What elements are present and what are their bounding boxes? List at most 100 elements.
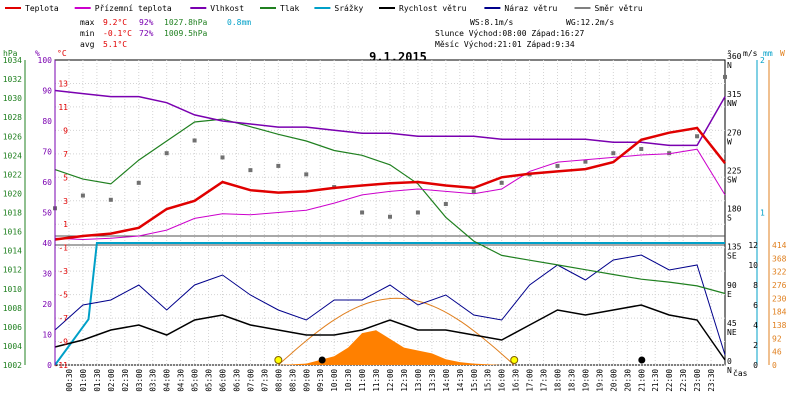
pct-tick-label: 90 [42, 87, 52, 96]
temp-tick-label: 7 [63, 150, 68, 159]
solar-tick-label: 92 [772, 334, 782, 343]
temp-tick-label: -5 [58, 291, 68, 300]
wind-direction-point [164, 151, 169, 156]
pct-tick-label: 70 [42, 148, 52, 157]
legend-label: Přízemní teplota [95, 4, 172, 13]
wind-direction-point [499, 180, 504, 185]
dir-tick-label: 45 [727, 319, 737, 328]
wind-direction-point [248, 168, 253, 173]
wind-direction-point [304, 172, 309, 177]
moonrise-marker [638, 356, 646, 364]
info-wg: WG:12.2m/s [566, 18, 614, 27]
x-tick-label: 11:00 [358, 369, 367, 392]
legend-label: Tlak [280, 4, 299, 13]
solar-tick-label: 184 [772, 308, 787, 317]
series-gust [54, 254, 726, 356]
wind-tick-label: 4 [753, 321, 758, 330]
x-tick-label: 22:00 [665, 369, 674, 392]
info-moon: Měsíc Východ:21:01 Západ:9:34 [435, 40, 575, 49]
x-tick-label: 21:00 [637, 369, 646, 392]
legend-label: Směr větru [595, 4, 643, 13]
temp-tick-label: 5 [63, 173, 68, 182]
legend-label: Vlhkost [210, 4, 244, 13]
axis-title-degree: ° [727, 49, 732, 58]
axis-title-time: čas [733, 368, 748, 378]
wind-direction-point [220, 155, 225, 160]
solar-tick-label: 138 [772, 321, 787, 330]
x-tick-label: 10:30 [344, 369, 353, 392]
sunrise-marker [274, 356, 283, 364]
axis-title-pct: % [35, 49, 40, 58]
x-tick-label: 04:00 [163, 369, 172, 392]
x-tick-label: 03:00 [135, 369, 144, 392]
axis-title-celsius: °C [57, 49, 67, 58]
temp-tick-label: 3 [63, 197, 68, 206]
solar-tick-label: 368 [772, 254, 787, 263]
wind-tick-label: 2 [753, 341, 758, 350]
hpa-tick-label: 1028 [3, 113, 22, 122]
pct-tick-label: 60 [42, 178, 52, 187]
hpa-tick-label: 1030 [3, 94, 22, 103]
x-tick-label: 15:00 [470, 369, 479, 392]
legend-label: Rychlost větru [399, 4, 467, 13]
dir-compass-label: SE [727, 252, 737, 261]
hpa-tick-label: 1016 [3, 228, 22, 237]
stats-value: 9.2°C [103, 18, 127, 27]
ms-tick-label: 2 [760, 56, 765, 65]
dir-compass-label: E [727, 290, 732, 299]
pct-tick-label: 0 [47, 361, 52, 370]
x-tick-label: 19:30 [595, 369, 604, 392]
x-tick-label: 01:30 [93, 369, 102, 392]
x-tick-label: 02:30 [121, 369, 130, 392]
hpa-tick-label: 1022 [3, 170, 22, 179]
axes: hPa% °C ° m/s mm Wčas103410321030102810261024… [3, 49, 787, 392]
wind-direction-point [555, 163, 560, 168]
x-tick-label: 00:30 [65, 369, 74, 392]
wind-direction-point [276, 163, 281, 168]
dir-compass-label: N [727, 61, 732, 70]
series-ground-temp [54, 148, 726, 241]
info-ws: WS:8.1m/s [470, 18, 514, 27]
solar-area [278, 330, 502, 365]
dir-compass-label: N [727, 366, 732, 375]
stats-label: max [80, 18, 95, 27]
x-tick-label: 09:30 [316, 369, 325, 392]
stats-value: 0.8mm [227, 18, 251, 27]
x-tick-label: 02:00 [107, 369, 116, 392]
solar-tick-label: 0 [772, 361, 777, 370]
stats-value: 1009.5hPa [164, 29, 208, 38]
legend-label: Srážky [334, 4, 363, 13]
x-tick-label: 18:30 [567, 369, 576, 392]
stats-value: 1027.8hPa [164, 18, 208, 27]
x-tick-label: 06:00 [219, 369, 228, 392]
wind-direction-point [108, 197, 113, 202]
temp-tick-label: -1 [58, 244, 68, 253]
dir-tick-label: 270 [727, 128, 742, 137]
pct-tick-label: 20 [42, 300, 52, 309]
stats-value: -0.1°C [103, 29, 132, 38]
wind-tick-label: 6 [753, 301, 758, 310]
x-tick-label: 08:00 [274, 369, 283, 392]
x-tick-label: 14:00 [442, 369, 451, 392]
hpa-tick-label: 1004 [3, 342, 22, 351]
wind-direction-point [471, 189, 476, 194]
wind-tick-label: 12 [748, 241, 758, 250]
series-humidity [54, 89, 726, 147]
x-tick-label: 17:30 [540, 369, 549, 392]
x-tick-label: 20:30 [623, 369, 632, 392]
x-tick-label: 15:30 [484, 369, 493, 392]
dir-tick-label: 135 [727, 243, 742, 252]
x-tick-label: 11:30 [372, 369, 381, 392]
temp-tick-label: 11 [58, 103, 68, 112]
x-tick-label: 16:30 [512, 369, 521, 392]
pct-tick-label: 10 [42, 331, 52, 340]
x-tick-label: 07:30 [260, 369, 269, 392]
wind-direction-point [415, 210, 420, 215]
axis-title-hpa: hPa [3, 49, 18, 58]
wind-direction-point [583, 159, 588, 164]
temp-tick-label: -11 [54, 361, 69, 370]
x-tick-label: 12:30 [400, 369, 409, 392]
hpa-tick-label: 1018 [3, 209, 22, 218]
